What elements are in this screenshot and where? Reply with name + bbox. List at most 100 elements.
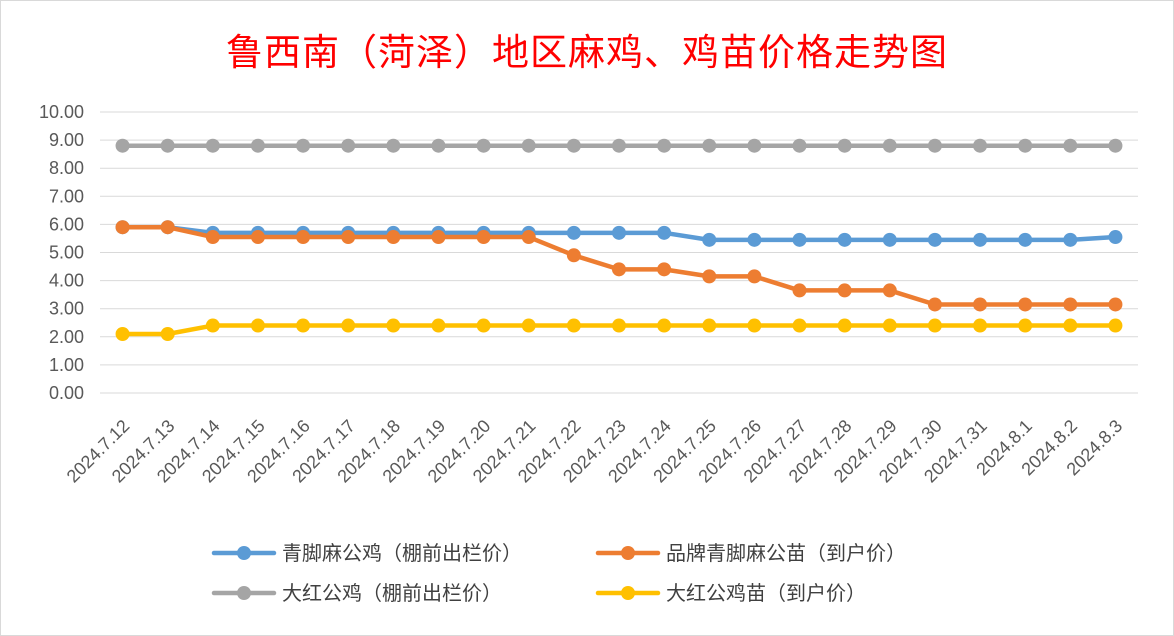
legend-swatch-marker — [237, 586, 251, 600]
data-point — [296, 138, 311, 153]
y-tick-label: 6.00 — [49, 214, 84, 234]
y-tick-label: 1.00 — [49, 355, 84, 375]
data-point — [431, 138, 446, 153]
data-point — [250, 230, 265, 245]
data-point — [612, 225, 626, 240]
legend-swatch-marker — [621, 586, 635, 600]
data-point — [927, 232, 942, 247]
series-3 — [115, 138, 1123, 153]
data-point — [657, 138, 672, 153]
data-point — [250, 138, 265, 153]
data-point — [205, 138, 220, 153]
data-point — [205, 230, 220, 245]
data-point — [1108, 318, 1123, 333]
data-point — [386, 318, 401, 333]
plot-series — [115, 138, 1123, 341]
data-point — [566, 318, 581, 333]
data-point — [612, 318, 626, 333]
data-point — [1108, 230, 1123, 245]
data-point — [837, 283, 852, 298]
data-point — [612, 138, 626, 153]
data-point — [521, 318, 536, 333]
legend-item: 大红公鸡苗（到户价） — [595, 581, 866, 605]
data-point — [657, 225, 672, 240]
data-point — [1063, 318, 1078, 333]
data-point — [431, 230, 446, 245]
y-tick-label: 0.00 — [49, 383, 84, 403]
data-point — [657, 262, 672, 277]
gridlines — [100, 111, 1138, 394]
data-point — [882, 138, 897, 153]
y-tick-label: 5.00 — [49, 243, 84, 263]
data-point — [702, 269, 717, 284]
data-point — [341, 230, 356, 245]
data-point — [792, 232, 807, 247]
data-point — [747, 138, 762, 153]
data-point — [115, 220, 130, 235]
legend-label: 青脚麻公鸡（棚前出栏价） — [282, 541, 522, 565]
data-point — [160, 138, 175, 153]
data-point — [927, 138, 942, 153]
y-tick-label: 4.00 — [49, 271, 84, 291]
y-tick-label: 3.00 — [49, 299, 84, 319]
legend-label: 大红公鸡（棚前出栏价） — [282, 581, 502, 605]
data-point — [476, 138, 491, 153]
data-point — [566, 138, 581, 153]
data-point — [341, 138, 356, 153]
data-point — [747, 318, 762, 333]
data-point — [1108, 297, 1123, 312]
data-point — [566, 248, 581, 263]
data-point — [296, 230, 311, 245]
data-point — [657, 318, 672, 333]
chart-title: 鲁西南（菏泽）地区麻鸡、鸡苗价格走势图 — [226, 31, 948, 74]
y-tick-label: 2.00 — [49, 327, 84, 347]
data-point — [882, 283, 897, 298]
legend-swatch-marker — [237, 546, 251, 560]
y-tick-label: 9.00 — [49, 130, 84, 150]
legend-item: 品牌青脚麻公苗（到户价） — [595, 541, 906, 565]
data-point — [386, 230, 401, 245]
data-point — [566, 225, 581, 240]
data-point — [1018, 297, 1033, 312]
data-point — [1018, 232, 1033, 247]
data-point — [927, 318, 942, 333]
series-2 — [115, 220, 1123, 312]
y-axis: 0.00 1.00 2.00 3.00 4.00 5.00 6.00 7.00 8.00 9.00… — [39, 102, 84, 403]
data-point — [973, 297, 988, 312]
data-point — [612, 262, 626, 277]
data-point — [296, 318, 311, 333]
data-point — [792, 318, 807, 333]
data-point — [115, 138, 130, 153]
data-point — [882, 318, 897, 333]
legend-item: 大红公鸡（棚前出栏价） — [211, 581, 502, 605]
data-point — [792, 138, 807, 153]
data-point — [250, 318, 265, 333]
legend: 青脚麻公鸡（棚前出栏价） 品牌青脚麻公苗（到户价） 大红公鸡（棚前出栏价） 大红公鸡苗… — [211, 541, 906, 605]
data-point — [1108, 138, 1123, 153]
y-tick-label: 8.00 — [49, 158, 84, 178]
data-point — [521, 230, 536, 245]
data-point — [837, 318, 852, 333]
data-point — [973, 318, 988, 333]
series-4 — [115, 318, 1123, 341]
data-point — [973, 138, 988, 153]
data-point — [792, 283, 807, 298]
data-point — [702, 232, 717, 247]
data-point — [1018, 138, 1033, 153]
y-tick-label: 10.00 — [39, 102, 84, 122]
data-point — [1063, 232, 1078, 247]
data-point — [837, 138, 852, 153]
legend-label: 品牌青脚麻公苗（到户价） — [666, 541, 906, 565]
data-point — [747, 232, 762, 247]
data-point — [1063, 297, 1078, 312]
data-point — [205, 318, 220, 333]
data-point — [702, 138, 717, 153]
data-point — [160, 220, 175, 235]
legend-swatch-marker — [621, 546, 635, 560]
legend-label: 大红公鸡苗（到户价） — [666, 581, 866, 605]
x-axis: 2024.7.122024.7.132024.7.142024.7.152024… — [63, 416, 1127, 487]
data-point — [837, 232, 852, 247]
data-point — [882, 232, 897, 247]
